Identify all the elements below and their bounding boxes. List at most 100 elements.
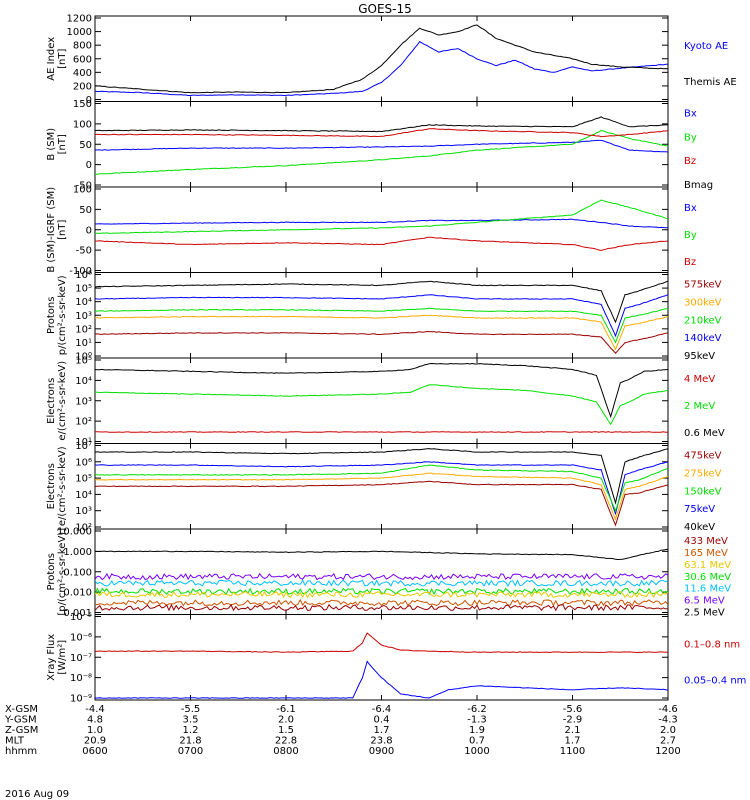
panel-frame <box>94 15 669 102</box>
y-axis-label: AE Index <box>46 37 57 81</box>
y-tick-label: 10⁻⁵ <box>70 612 92 623</box>
series-line-150kev <box>95 464 668 513</box>
footer-value: 1200 <box>655 746 680 757</box>
legend-entry: Themis AE <box>683 77 737 88</box>
series-line-75kev <box>95 461 668 516</box>
y-tick-label: 10¹ <box>75 338 92 349</box>
series-line-0-6-mev <box>95 362 668 419</box>
series-line-bmag <box>95 116 668 133</box>
footer-value: 22.8 <box>275 736 297 747</box>
series-group <box>95 362 668 433</box>
series-line-575kev <box>95 330 668 354</box>
y-tick-label: 10⁻⁸ <box>70 673 92 684</box>
footer-value: -6.1 <box>276 704 296 715</box>
footer-value: 1.0 <box>87 725 103 736</box>
series-line-by <box>95 129 668 175</box>
y-tick-label: 0 <box>86 225 92 236</box>
footer-value: -6.2 <box>467 704 487 715</box>
y-axis-label: p/(cm²-s-sr-keV) <box>57 275 68 355</box>
legend-entry: 0.05–0.4 nm <box>684 675 746 686</box>
y-tick-label: 0 <box>86 160 92 171</box>
orbit-footer: X-GSM -4.4 -5.5 -6.1 -6.4 -6.2 -5.6 -4.6 Y-GSM 4.… <box>4 704 681 757</box>
footer-value: 21.8 <box>179 736 201 747</box>
footer-value: 2.7 <box>660 736 676 747</box>
legend-entry: By <box>684 230 697 241</box>
y-tick-label: 10⁶ <box>75 457 92 468</box>
panel-4: 10⁰ 10¹ 10² 10³ 10⁴ 10⁵ 10⁶ Protons p/(cm²-s-sr-… <box>46 270 722 363</box>
y-axis-label: e/(cm²-s-sr-keV) <box>57 361 68 441</box>
y-axis-label: Electrons <box>46 463 57 509</box>
series-group <box>95 632 668 699</box>
y-axis-label: [p/(cm²-s-sr-keV)] <box>57 528 68 616</box>
series-line-bz <box>95 236 668 251</box>
panel-5: 10¹ 10² 10³ 10⁴ 10⁵ Electrons e/(cm²-s-sr-keV)… <box>46 356 725 449</box>
y-axis-label: [nT] <box>57 220 68 240</box>
legend-entry: 6.5 MeV <box>684 596 725 607</box>
legend-entry: Bmag <box>684 180 713 191</box>
y-tick-label: 50 <box>79 140 92 151</box>
legend-entry: 11.6 MeV <box>684 584 731 595</box>
footer-row-label: hhmm <box>5 746 37 757</box>
legend-entry: 95keV <box>684 351 715 362</box>
series-line-140kev <box>95 294 668 338</box>
series-group <box>95 24 668 97</box>
panel-8: 10⁻⁹ 10⁻⁸ 10⁻⁷ 10⁻⁶ 10⁻⁵ Xray Flux [W/m²] 0.1–0… <box>46 612 746 705</box>
legend-entry: By <box>684 132 697 143</box>
footer-value: 1100 <box>560 746 585 757</box>
figure-title: GOES-15 <box>358 2 412 16</box>
footer-value: -4.3 <box>658 715 678 726</box>
legend-entry: 30.6 MeV <box>684 572 731 583</box>
series-line-275kev <box>95 472 668 521</box>
y-axis-label: e/(cm²-s-sr-keV) <box>57 446 68 526</box>
series-line-2-5-mev <box>95 548 668 561</box>
legend-entry: 2.5 MeV <box>684 608 725 619</box>
y-tick-label: 10⁵ <box>75 284 92 295</box>
y-axis-label: Protons <box>46 297 57 334</box>
y-tick-label: 0.010 <box>63 588 92 599</box>
legend-entry: 2 MeV <box>684 401 715 412</box>
series-group <box>95 548 668 612</box>
footer-value: -5.5 <box>181 704 201 715</box>
footer-value: 1.5 <box>278 725 294 736</box>
series-line-63-1-mev <box>95 591 668 599</box>
series-line-2-mev <box>95 384 668 426</box>
y-tick-label: 10⁵ <box>75 474 92 485</box>
legend-entry: 0.1–0.8 nm <box>684 639 740 650</box>
footer-value: 0800 <box>273 746 298 757</box>
y-tick-label: 10¹ <box>75 437 92 448</box>
footer-row-label: MLT <box>5 736 25 747</box>
series-line-0-1-0-8-nm <box>95 632 668 654</box>
footer-row-label: Y-GSM <box>4 715 37 726</box>
y-tick-label: 100 <box>73 185 92 196</box>
footer-value: 0600 <box>82 746 107 757</box>
y-tick-label: 10³ <box>75 396 92 407</box>
y-tick-label: 10³ <box>75 311 92 322</box>
panel-3: -100 -50 0 50 100 B (SM)-IGRF (SM) [nT] Bx By Bz <box>46 185 697 278</box>
series-line-bz <box>95 128 668 138</box>
footer-value: 2.1 <box>565 725 581 736</box>
y-tick-label: 10⁵ <box>75 356 92 367</box>
footer-value: 0700 <box>178 746 203 757</box>
y-tick-label: 1.000 <box>63 547 92 558</box>
panel-1: 0 200 400 600 800 1000 1200 AE Index [nT] Kyoto A… <box>46 14 737 107</box>
y-tick-label: 800 <box>73 41 92 52</box>
legend-entry: 475keV <box>684 451 722 462</box>
y-tick-label: 0 <box>86 95 92 106</box>
y-tick-label: 400 <box>73 68 92 79</box>
footer-value: -6.4 <box>372 704 392 715</box>
panel-7: 0.001 0.010 0.100 1.000 10.000 Protons [p/(cm²… <box>46 527 731 620</box>
y-tick-label: 10⁶ <box>75 270 92 281</box>
y-tick-label: 150 <box>73 99 92 110</box>
y-tick-label: 0.100 <box>63 567 92 578</box>
legend-entry: 150keV <box>684 486 722 497</box>
y-axis-label: B (SM) <box>46 128 57 161</box>
legend-entry: 0.6 MeV <box>684 428 725 439</box>
footer-value: -4.4 <box>85 704 105 715</box>
y-tick-label: -100 <box>69 266 92 277</box>
series-line-475kev <box>95 480 668 527</box>
y-tick-label: 0.001 <box>63 608 92 619</box>
y-tick-label: 10⁷ <box>75 441 92 452</box>
footer-value: 1.2 <box>183 725 199 736</box>
panel-frame <box>94 614 669 701</box>
